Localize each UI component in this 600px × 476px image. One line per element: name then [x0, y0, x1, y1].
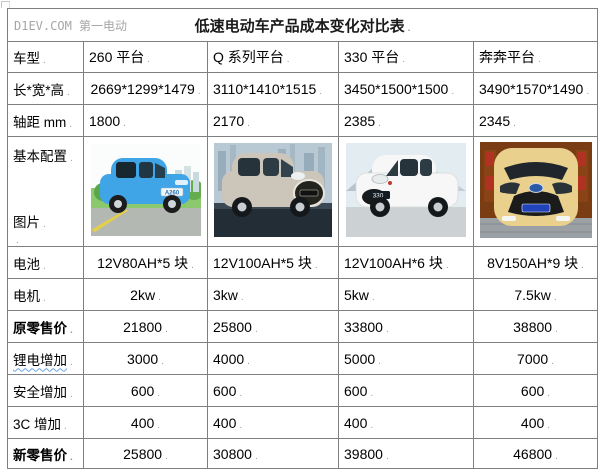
car-image-260: A260 — [90, 144, 201, 236]
row-label-wheelbase: 轴距 mm — [7, 104, 84, 137]
cell-motor-benben: 7.5kw — [473, 278, 598, 311]
cell-dims-260: 2669*1299*1479 — [83, 72, 208, 105]
cell-wheelbase-benben: 2345 — [473, 104, 598, 137]
header-model-label: 车型 — [7, 41, 84, 73]
title-cell: D1EV.COM 第一电动 低速电动车产品成本变化对比表 — [7, 8, 598, 42]
cell-motor-q: 3kw — [207, 278, 339, 311]
header-col-benben: 奔奔平台 — [473, 41, 598, 73]
comparison-table: D1EV.COM 第一电动 低速电动车产品成本变化对比表 车型 260 平台 Q… — [7, 8, 598, 469]
row-label-new-price: 新零售价 — [7, 438, 84, 469]
cell-old-price-330: 33800 — [338, 310, 474, 343]
row-label-dims: 长*宽*高 — [7, 72, 84, 105]
cell-dims-benben: 3490*1570*1490 — [473, 72, 598, 105]
title-row: D1EV.COM 第一电动 低速电动车产品成本变化对比表 — [7, 8, 598, 42]
table-row-battery: 电池 12V80AH*5 块 12V100AH*5 块 12V100AH*6 块… — [7, 246, 598, 279]
cell-3c-add-260: 400 — [83, 406, 208, 439]
table-row-wheelbase: 轴距 mm 1800 2170 2385 2345 — [7, 104, 598, 137]
cell-battery-benben: 8V150AH*9 块 — [473, 246, 598, 279]
header-row: 车型 260 平台 Q 系列平台 330 平台 奔奔平台 — [7, 41, 598, 73]
table-anchor-icon — [1, 1, 10, 8]
cell-new-price-q: 30800 — [207, 438, 339, 469]
cell-lithium-add-benben: 7000 — [473, 342, 598, 375]
header-col-q: Q 系列平台 — [207, 41, 339, 73]
cell-lithium-add-330: 5000 — [338, 342, 474, 375]
table-row-safety-add: 安全增加 600 600 600 600 — [7, 374, 598, 407]
table-row-photos: 基本配置 图片 — [7, 136, 598, 247]
table-row-dims: 长*宽*高 2669*1299*1479 3110*1410*1515 3450… — [7, 72, 598, 105]
row-label-motor: 电机 — [7, 278, 84, 311]
car-badge-260: A260 — [164, 191, 179, 197]
cell-safety-add-260: 600 — [83, 374, 208, 407]
row-label-old-price: 原零售价 — [7, 310, 84, 343]
row-label-battery: 电池 — [7, 246, 84, 279]
cell-battery-q: 12V100AH*5 块 — [207, 246, 339, 279]
cell-new-price-260: 25800 — [83, 438, 208, 469]
row-label-3c-add: 3C 增加 — [7, 406, 84, 439]
table-row-new-price: 新零售价 25800 30800 39800 46800 — [7, 438, 598, 469]
cell-photo-benben — [473, 136, 598, 247]
watermark: D1EV.COM 第一电动 — [14, 19, 128, 33]
cell-wheelbase-330: 2385 — [338, 104, 474, 137]
page-title: 低速电动车产品成本变化对比表 — [195, 18, 411, 35]
cell-safety-add-q: 600 — [207, 374, 339, 407]
cell-photo-260: A260 — [83, 136, 208, 247]
cell-safety-add-330: 600 — [338, 374, 474, 407]
header-col-260: 260 平台 — [83, 41, 208, 73]
car-image-benben — [479, 142, 592, 238]
cell-motor-330: 5kw — [338, 278, 474, 311]
cell-battery-260: 12V80AH*5 块 — [83, 246, 208, 279]
lithium-add-label: 锂电增加 — [13, 352, 67, 368]
cell-dims-330: 3450*1500*1500 — [338, 72, 474, 105]
car-image-330: 330 — [346, 143, 466, 237]
cell-safety-add-benben: 600 — [473, 374, 598, 407]
car-image-q — [214, 143, 332, 237]
cell-new-price-benben: 46800 — [473, 438, 598, 469]
photos-label-line1: 基本配置 — [13, 145, 78, 165]
cell-new-price-330: 39800 — [338, 438, 474, 469]
photos-label-line2: 图片 — [13, 211, 78, 231]
header-col-330: 330 平台 — [338, 41, 474, 73]
table-row-3c-add: 3C 增加 400 400 400 400 — [7, 406, 598, 439]
row-label-safety-add: 安全增加 — [7, 374, 84, 407]
cell-old-price-benben: 38800 — [473, 310, 598, 343]
row-label-photos: 基本配置 图片 — [7, 136, 84, 247]
row-label-lithium-add: 锂电增加 — [7, 342, 84, 375]
cell-wheelbase-260: 1800 — [83, 104, 208, 137]
table-row-lithium-add: 锂电增加 3000 4000 5000 7000 — [7, 342, 598, 375]
cell-3c-add-330: 400 — [338, 406, 474, 439]
table-row-motor: 电机 2kw 3kw 5kw 7.5kw — [7, 278, 598, 311]
cell-photo-q — [207, 136, 339, 247]
cell-dims-q: 3110*1410*1515 — [207, 72, 339, 105]
cell-old-price-q: 25800 — [207, 310, 339, 343]
cell-motor-260: 2kw — [83, 278, 208, 311]
cell-3c-add-benben: 400 — [473, 406, 598, 439]
cell-3c-add-q: 400 — [207, 406, 339, 439]
cell-old-price-260: 21800 — [83, 310, 208, 343]
cell-lithium-add-q: 4000 — [207, 342, 339, 375]
cell-battery-330: 12V100AH*6 块 — [338, 246, 474, 279]
cell-photo-330: 330 — [338, 136, 474, 247]
table-row-old-price: 原零售价 21800 25800 33800 38800 — [7, 310, 598, 343]
car-badge-330: 330 — [373, 193, 384, 200]
cell-lithium-add-260: 3000 — [83, 342, 208, 375]
cell-wheelbase-q: 2170 — [207, 104, 339, 137]
